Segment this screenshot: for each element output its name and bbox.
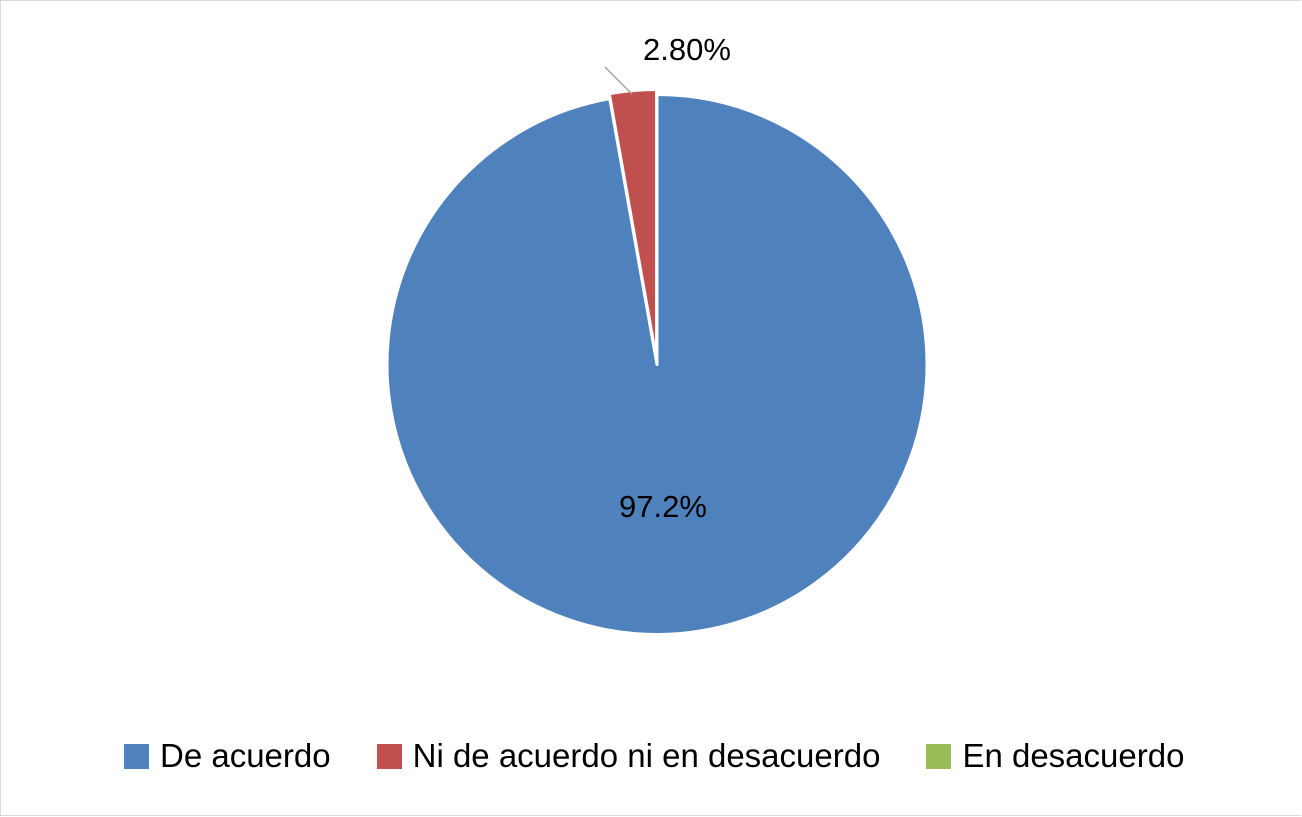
data-label-ni-de-acuerdo: 2.80%: [643, 32, 731, 67]
legend: De acuerdo Ni de acuerdo ni en desacuerd…: [124, 737, 1230, 775]
legend-label: De acuerdo: [160, 737, 331, 774]
legend-label: Ni de acuerdo ni en desacuerdo: [412, 737, 881, 774]
legend-label: En desacuerdo: [962, 737, 1185, 774]
leader-line: [604, 66, 633, 95]
legend-item-ni-de-acuerdo: Ni de acuerdo ni en desacuerdo: [376, 737, 881, 775]
legend-swatch-icon: [124, 743, 149, 769]
pie-slice-ni-de-acuerdo-ni-en-desacuerdo: [607, 88, 659, 362]
pie-slice-de-acuerdo: [385, 93, 929, 636]
legend-item-de-acuerdo: De acuerdo: [124, 737, 331, 775]
data-label-de-acuerdo: 97.2%: [619, 489, 707, 524]
legend-item-en-desacuerdo: En desacuerdo: [926, 737, 1184, 775]
legend-swatch-icon: [376, 743, 402, 769]
legend-swatch-icon: [926, 743, 952, 769]
